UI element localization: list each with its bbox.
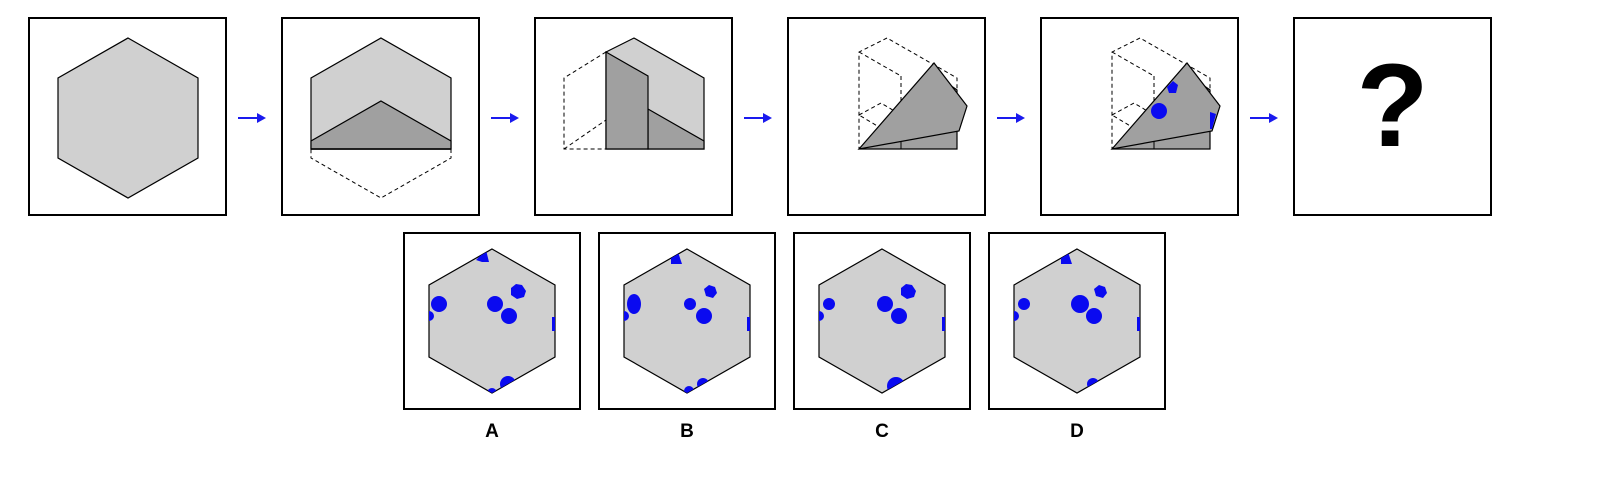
hole [747, 317, 750, 331]
answer-option-c[interactable] [793, 232, 971, 410]
hole [429, 311, 434, 321]
hexagon-punched [1110, 37, 1221, 150]
hole [1086, 308, 1102, 324]
option-c-hexagon [818, 248, 946, 394]
hole [696, 308, 712, 324]
hole [501, 308, 517, 324]
sequence-step-5 [1040, 17, 1239, 216]
punch-hole [1151, 103, 1167, 119]
sequence-step-2 [281, 17, 480, 216]
option-label-b: B [680, 421, 694, 442]
hole [891, 308, 907, 324]
hole [1071, 295, 1089, 313]
option-b-hexagon [623, 248, 751, 394]
hole [624, 311, 629, 321]
hole [487, 388, 497, 393]
hole [1137, 317, 1140, 331]
hexagon-fold-3 [857, 37, 968, 150]
arrow-right-icon [238, 113, 266, 123]
hole [627, 294, 641, 314]
option-d-hexagon [1013, 248, 1141, 394]
answer-option-b[interactable] [598, 232, 776, 410]
hole [901, 284, 916, 299]
arrow-right-icon [744, 113, 772, 123]
option-label-d: D [1070, 421, 1084, 442]
option-label-a: A [485, 421, 499, 442]
hole [704, 285, 717, 298]
hexagon-fold-1 [310, 37, 452, 199]
hole [877, 296, 893, 312]
hole [1014, 311, 1019, 321]
hexagon-fold-2 [563, 37, 705, 150]
hole [1094, 285, 1107, 298]
arrow-right-icon [997, 113, 1025, 123]
punch-hole [1167, 81, 1178, 93]
sequence-step-4 [787, 17, 986, 216]
hole [671, 252, 682, 264]
hole [1018, 298, 1030, 310]
hole [887, 377, 905, 393]
hole [511, 284, 526, 299]
hole [819, 311, 824, 321]
hole [431, 296, 447, 312]
sequence-step-3 [534, 17, 733, 216]
option-a-hexagon [428, 248, 556, 394]
hole [684, 386, 694, 393]
answer-option-a[interactable] [403, 232, 581, 410]
punch-hole [1210, 112, 1216, 129]
hole [552, 317, 555, 331]
sequence-step-unknown: ? [1293, 17, 1492, 216]
hole [823, 298, 835, 310]
hole [942, 317, 945, 331]
option-label-c: C [875, 421, 889, 442]
hole [487, 296, 503, 312]
question-mark: ? [1356, 40, 1429, 172]
hexagon-unfolded [57, 37, 199, 199]
hole [684, 298, 696, 310]
sequence-step-1 [28, 17, 227, 216]
hole [1061, 252, 1072, 264]
answer-option-d[interactable] [988, 232, 1166, 410]
arrow-right-icon [491, 113, 519, 123]
arrow-right-icon [1250, 113, 1278, 123]
hole [476, 250, 489, 262]
